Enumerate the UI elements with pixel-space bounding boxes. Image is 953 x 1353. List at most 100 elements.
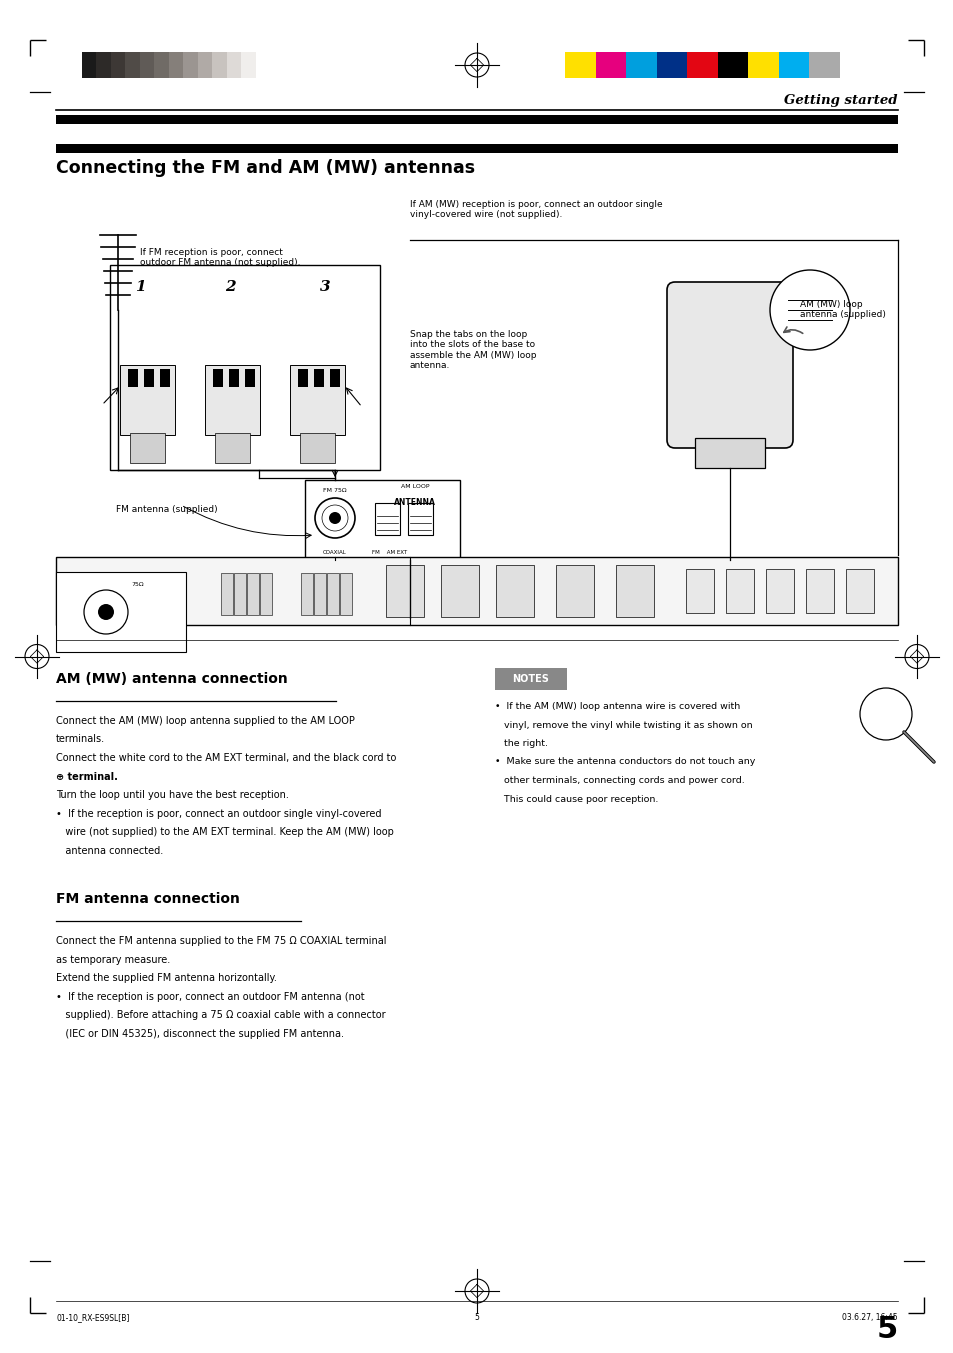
Text: the right.: the right. — [495, 739, 547, 748]
Text: supplied). Before attaching a 75 Ω coaxial cable with a connector: supplied). Before attaching a 75 Ω coaxi… — [56, 1009, 385, 1020]
Text: Connect the AM (MW) loop antenna supplied to the AM LOOP: Connect the AM (MW) loop antenna supplie… — [56, 716, 355, 727]
Bar — [686, 51, 717, 78]
Bar — [314, 574, 326, 616]
Text: ANTENNA: ANTENNA — [394, 498, 436, 507]
Bar — [564, 51, 595, 78]
Text: NOTES: NOTES — [512, 674, 549, 685]
Text: Connecting the FM and AM (MW) antennas: Connecting the FM and AM (MW) antennas — [56, 160, 475, 177]
Bar — [386, 566, 423, 617]
Bar — [556, 566, 594, 617]
Bar — [339, 574, 352, 616]
Bar — [656, 51, 686, 78]
Circle shape — [98, 603, 113, 620]
Bar — [197, 51, 212, 78]
Text: •  If the reception is poor, connect an outdoor FM antenna (not: • If the reception is poor, connect an o… — [56, 992, 364, 1001]
Text: 3: 3 — [319, 280, 330, 294]
Bar — [154, 51, 169, 78]
Text: Connect the FM antenna supplied to the FM 75 Ω COAXIAL terminal: Connect the FM antenna supplied to the F… — [56, 936, 386, 946]
Bar — [131, 574, 143, 616]
Bar — [297, 369, 308, 387]
Bar — [805, 570, 833, 613]
Bar — [685, 570, 713, 613]
Bar — [245, 369, 254, 387]
Text: (IEC or DIN 45325), disconnect the supplied FM antenna.: (IEC or DIN 45325), disconnect the suppl… — [56, 1028, 344, 1039]
Bar — [221, 574, 233, 616]
Circle shape — [329, 511, 340, 524]
Text: 5: 5 — [876, 1315, 897, 1344]
Bar — [255, 51, 270, 78]
Text: vinyl, remove the vinyl while twisting it as shown on: vinyl, remove the vinyl while twisting i… — [495, 721, 752, 729]
Bar — [160, 369, 170, 387]
Text: 03.6.27, 16:45: 03.6.27, 16:45 — [841, 1312, 897, 1322]
Text: Extend the supplied FM antenna horizontally.: Extend the supplied FM antenna horizonta… — [56, 973, 276, 984]
Text: If FM reception is poor, connect
outdoor FM antenna (not supplied).: If FM reception is poor, connect outdoor… — [140, 248, 300, 268]
Bar — [125, 51, 140, 78]
Bar — [808, 51, 840, 78]
Bar — [56, 572, 186, 652]
Bar — [725, 570, 753, 613]
Bar — [247, 574, 258, 616]
Bar — [140, 51, 154, 78]
Text: AM (MW) loop
antenna (supplied): AM (MW) loop antenna (supplied) — [800, 300, 885, 319]
Text: 1: 1 — [134, 280, 145, 294]
Bar — [71, 574, 83, 616]
Bar — [327, 574, 338, 616]
Bar — [84, 574, 96, 616]
Text: If AM (MW) reception is poor, connect an outdoor single
vinyl-covered wire (not : If AM (MW) reception is poor, connect an… — [410, 200, 662, 219]
Text: Connect the white cord to the AM EXT terminal, and the black cord to: Connect the white cord to the AM EXT ter… — [56, 754, 395, 763]
FancyBboxPatch shape — [666, 281, 792, 448]
Text: FM    AM EXT: FM AM EXT — [372, 551, 407, 555]
Bar — [496, 566, 534, 617]
Text: Getting started: Getting started — [783, 93, 897, 107]
Bar — [82, 51, 96, 78]
Bar — [56, 557, 897, 625]
Bar — [290, 365, 345, 436]
Text: •  If the AM (MW) loop antenna wire is covered with: • If the AM (MW) loop antenna wire is co… — [495, 702, 740, 710]
Bar — [183, 51, 197, 78]
Bar — [305, 480, 459, 560]
Text: FM 75Ω: FM 75Ω — [323, 488, 347, 492]
Bar — [144, 574, 156, 616]
Bar — [330, 369, 339, 387]
Bar — [157, 574, 169, 616]
Text: wire (not supplied) to the AM EXT terminal. Keep the AM (MW) loop: wire (not supplied) to the AM EXT termin… — [56, 827, 394, 838]
Bar — [260, 574, 272, 616]
Bar — [616, 566, 654, 617]
Bar — [97, 574, 109, 616]
Text: 75Ω: 75Ω — [131, 582, 144, 587]
Bar — [375, 503, 399, 534]
Bar — [778, 51, 808, 78]
Bar — [695, 438, 764, 468]
Text: FM antenna (supplied): FM antenna (supplied) — [116, 505, 217, 514]
Bar — [241, 51, 255, 78]
Text: •  Make sure the antenna conductors do not touch any: • Make sure the antenna conductors do no… — [495, 758, 755, 767]
Bar — [301, 574, 313, 616]
Bar — [765, 570, 793, 613]
Text: antenna connected.: antenna connected. — [56, 846, 163, 855]
Text: COAXIAL: COAXIAL — [323, 551, 347, 555]
Text: FM antenna connection: FM antenna connection — [56, 892, 239, 907]
Text: terminals.: terminals. — [56, 735, 105, 744]
Bar — [747, 51, 778, 78]
Text: other terminals, connecting cords and power cord.: other terminals, connecting cords and po… — [495, 777, 744, 785]
Bar — [213, 369, 223, 387]
Bar — [56, 145, 897, 153]
Bar — [169, 51, 183, 78]
Bar — [233, 574, 246, 616]
Bar — [717, 51, 747, 78]
Text: Turn the loop until you have the best reception.: Turn the loop until you have the best re… — [56, 790, 289, 800]
Bar — [144, 369, 153, 387]
Bar — [845, 570, 873, 613]
Text: AM LOOP: AM LOOP — [400, 484, 429, 488]
Bar — [495, 668, 566, 690]
Bar — [96, 51, 111, 78]
Bar — [595, 51, 625, 78]
Bar — [111, 51, 125, 78]
Bar — [205, 365, 260, 436]
Bar — [214, 433, 250, 463]
Text: 01-10_RX-ES9SL[B]: 01-10_RX-ES9SL[B] — [56, 1312, 130, 1322]
Text: 2: 2 — [225, 280, 235, 294]
Bar — [56, 115, 897, 124]
Bar — [110, 574, 122, 616]
Bar — [229, 369, 239, 387]
